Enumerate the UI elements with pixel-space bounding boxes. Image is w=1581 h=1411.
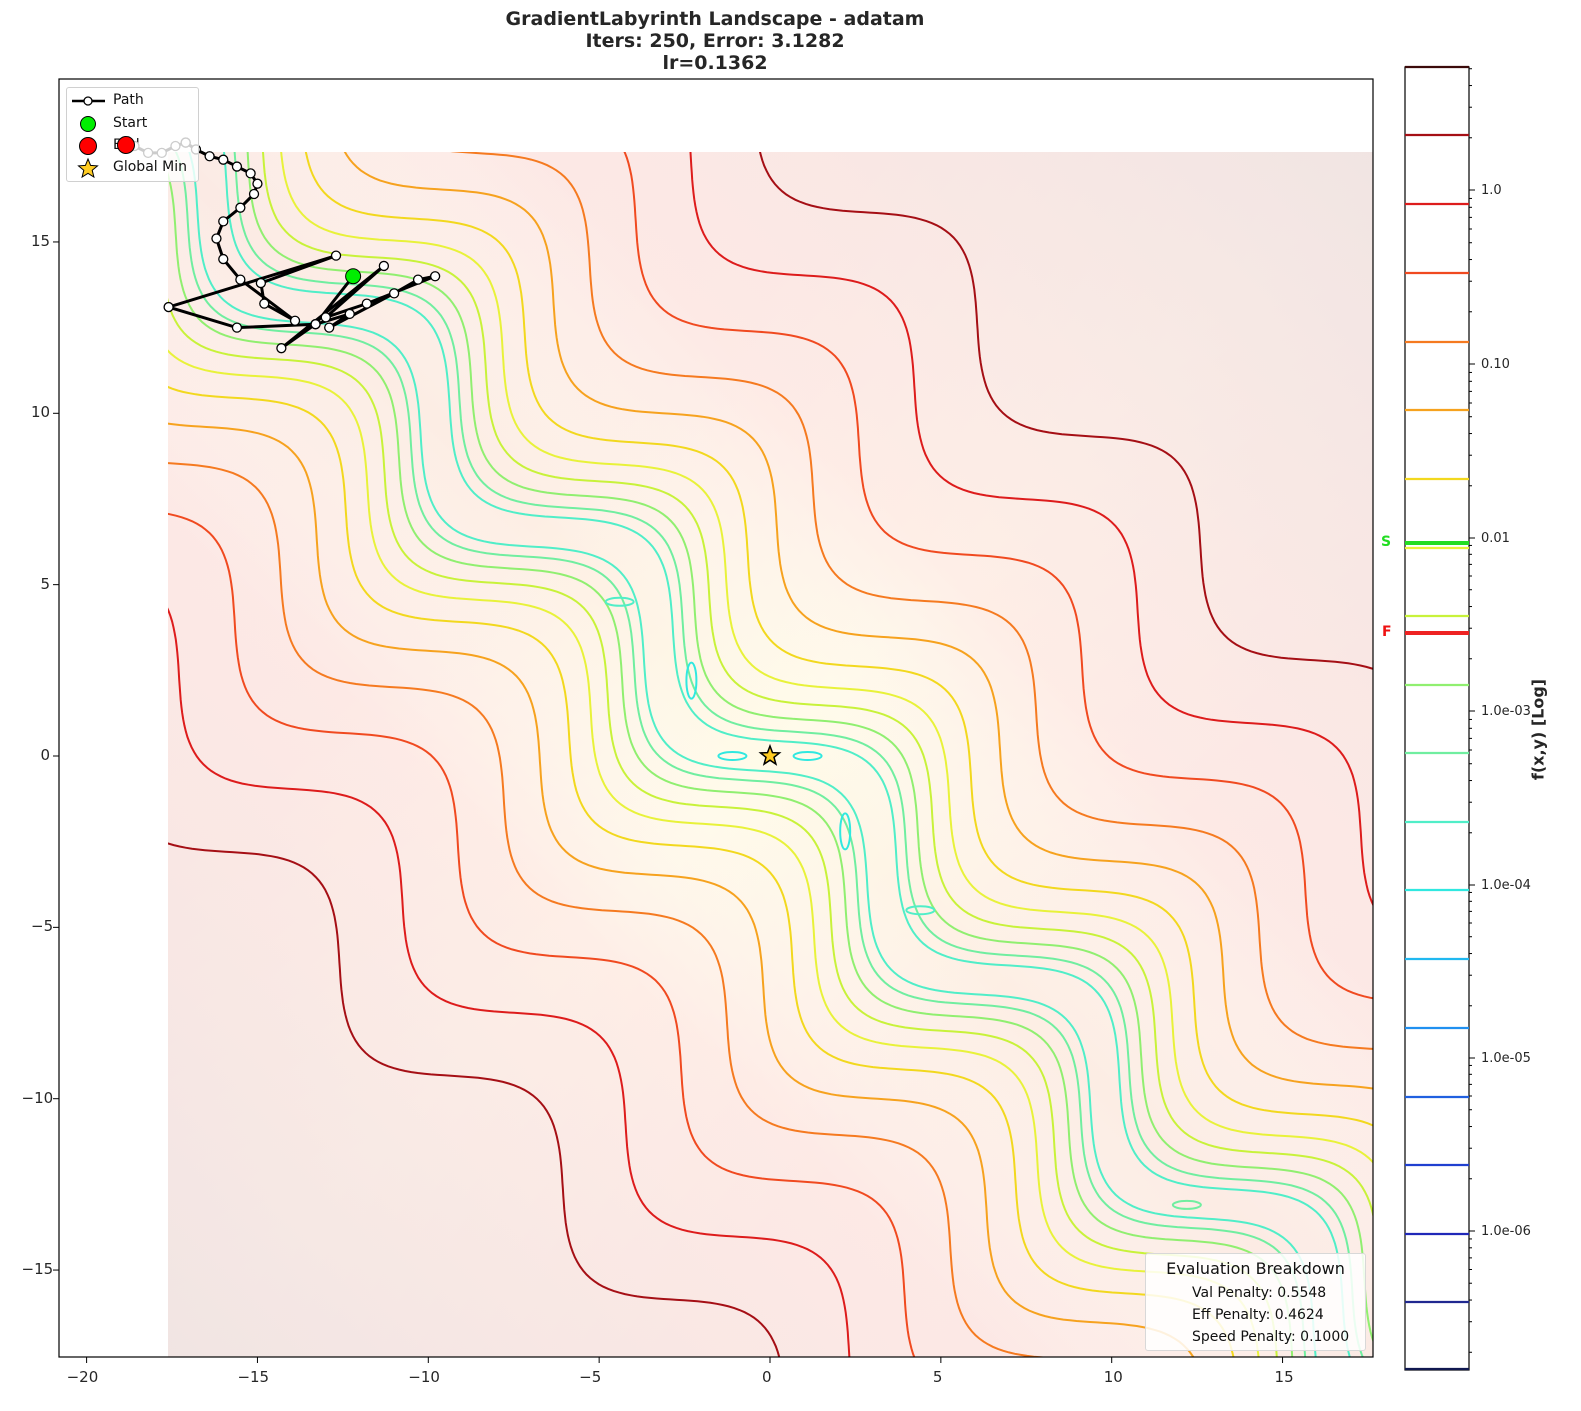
title-line-1: GradientLabyrinth Landscape - adatam xyxy=(505,8,925,30)
x-tick-label: 0 xyxy=(762,1368,772,1386)
legend-icons xyxy=(72,96,105,179)
x-tick-label: −10 xyxy=(408,1368,440,1386)
colorbar-tick-1e-6: 1.0e-06 xyxy=(1481,1224,1531,1239)
y-axis-ticks xyxy=(53,241,59,1271)
colorbar-tick-1e-3: 1.0e-03 xyxy=(1481,704,1531,719)
start-point-marker xyxy=(345,268,362,285)
x-axis-ticks xyxy=(86,1357,1284,1363)
legend: Path Start End Global Min xyxy=(66,87,199,182)
speed-penalty: Speed Penalty: 0.1000 xyxy=(1192,1329,1350,1345)
x-tick-label: 5 xyxy=(932,1368,943,1386)
x-tick-label: −15 xyxy=(237,1368,270,1386)
y-tick-label: −10 xyxy=(21,1088,54,1107)
colorbar-tick-1e-5: 1.0e-05 xyxy=(1481,1051,1531,1066)
colorbar-final-marker: F xyxy=(1382,624,1392,640)
colorbar-tick-1e-4: 1.0e-04 xyxy=(1481,878,1531,893)
x-tick-label: −5 xyxy=(579,1368,602,1386)
legend-label-path: Path xyxy=(113,92,144,108)
colorbar-start-marker: S xyxy=(1381,534,1392,550)
y-tick-label: 15 xyxy=(31,231,51,250)
legend-label-start: Start xyxy=(113,115,148,131)
colorbar-tick-1: 1.0 xyxy=(1481,183,1502,198)
axes-frame xyxy=(58,78,1374,1358)
colorbar-tick-0-1: 0.10 xyxy=(1481,357,1510,372)
title-line-2: Iters: 250, Error: 3.1282 xyxy=(585,30,845,52)
legend-label-end: End xyxy=(113,137,140,153)
end-circle-icon xyxy=(79,137,97,155)
eff-penalty: Eff Penalty: 0.4624 xyxy=(1192,1307,1324,1323)
x-tick-label: 15 xyxy=(1274,1368,1294,1386)
evaluation-title: Evaluation Breakdown xyxy=(1166,1259,1345,1278)
y-tick-label: 5 xyxy=(40,574,51,593)
title-line-3: lr=0.1362 xyxy=(662,52,768,74)
evaluation-breakdown-box: Evaluation Breakdown Val Penalty: 0.5548… xyxy=(1145,1253,1366,1351)
optimizer-path xyxy=(163,137,441,354)
start-circle-icon xyxy=(80,116,96,132)
star-icon xyxy=(77,157,99,179)
val-penalty: Val Penalty: 0.5548 xyxy=(1192,1285,1327,1301)
x-tick-label: 10 xyxy=(1103,1368,1123,1386)
y-tick-label: −5 xyxy=(31,917,54,936)
y-tick-label: 0 xyxy=(40,746,51,764)
colorbar xyxy=(1404,65,1475,1371)
x-tick-label: −20 xyxy=(66,1368,99,1386)
colorbar-label: f(x,y) [Log] xyxy=(1528,678,1548,781)
legend-label-global-min: Global Min xyxy=(113,159,187,175)
colorbar-tick-0-01: 0.01 xyxy=(1481,531,1510,546)
chart-title: GradientLabyrinth Landscape - adatam Ite… xyxy=(0,8,1430,74)
y-tick-label: −15 xyxy=(21,1260,54,1279)
global-min-star-icon xyxy=(758,743,782,766)
path-line-icon xyxy=(72,96,105,106)
y-tick-label: 10 xyxy=(31,403,51,422)
